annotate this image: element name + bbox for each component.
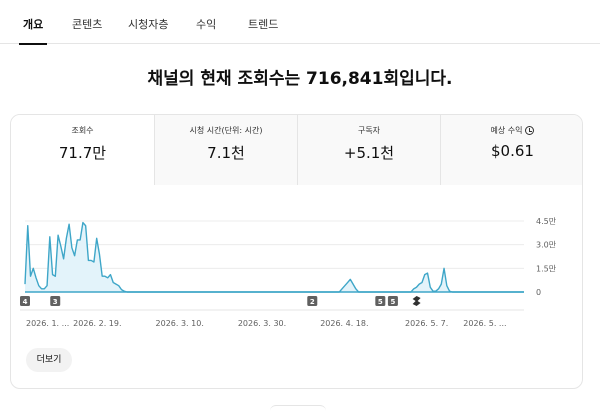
video-marker-2: [307, 296, 318, 306]
video-marker-3: [375, 296, 386, 306]
metric-revenue-value: $0.61: [491, 142, 534, 160]
video-marker-4: [387, 296, 398, 306]
bottom-divider: [270, 405, 326, 413]
tab-revenue[interactable]: 수익: [196, 18, 217, 31]
x-tick-label-2: 2026. 3. 10.: [156, 319, 204, 328]
y-tick-label-2: 1.5만: [536, 264, 557, 273]
more-button[interactable]: 더보기: [26, 348, 72, 372]
y-tick-label-1: 3.0만: [536, 241, 557, 250]
metric-views-label: 조회수: [71, 126, 94, 135]
metric-watch-time-value: 7.1천: [207, 144, 245, 162]
tab-overview[interactable]: 개요: [18, 0, 48, 45]
x-tick-label-0: 2026. 1. ...: [26, 319, 69, 328]
video-marker-label-0: 4: [23, 298, 28, 306]
clock-icon: [525, 126, 535, 135]
video-marker-0: [20, 296, 30, 306]
x-tick-label-6: 2026. 5. ...: [463, 319, 506, 328]
tab-audience[interactable]: 시청자층: [128, 18, 169, 31]
shorts-icon-shape: [412, 296, 421, 306]
x-tick-label-3: 2026. 3. 30.: [238, 319, 286, 328]
metric-subscribers[interactable]: 구독자 +5.1천: [297, 115, 440, 185]
metric-views[interactable]: 조회수 71.7만: [11, 115, 154, 186]
tab-trends[interactable]: 트렌드: [248, 18, 279, 31]
x-tick-label-4: 2026. 4. 18.: [320, 319, 368, 328]
x-tick-label-1: 2026. 2. 19.: [73, 319, 121, 328]
metric-watch-time[interactable]: 시청 시간(단위: 시간) 7.1천: [154, 115, 297, 185]
metric-tabs: 조회수 71.7만 시청 시간(단위: 시간) 7.1천 구독자 +5.1천 예…: [11, 115, 582, 186]
tab-content[interactable]: 콘텐츠: [72, 18, 103, 31]
page-headline: 채널의 현재 조회수는 716,841회입니다.: [147, 69, 453, 89]
metric-revenue-label: 예상 수익: [490, 126, 523, 135]
tab-bar: 개요 콘텐츠 시청자층 수익 트렌드: [0, 0, 600, 45]
metric-revenue[interactable]: 예상 수익 $0.61: [440, 115, 582, 185]
analytics-card: 조회수 71.7만 시청 시간(단위: 시간) 7.1천 구독자 +5.1천 예…: [10, 114, 583, 389]
metric-revenue-label-wrap: 예상 수익: [441, 125, 582, 136]
video-marker-1: [50, 296, 61, 306]
y-tick-label-3: 0: [536, 288, 541, 297]
metric-subscribers-label: 구독자: [357, 126, 381, 135]
metric-watch-time-label: 시청 시간(단위: 시간): [189, 126, 263, 135]
x-tick-label-5: 2026. 5. 7.: [405, 319, 448, 328]
video-marker-label-4: 5: [390, 298, 395, 306]
video-marker-label-3: 5: [378, 298, 383, 306]
video-marker-label-1: 3: [53, 298, 58, 306]
y-tick-label-0: 4.5만: [536, 217, 557, 226]
series-area: [25, 222, 524, 292]
metric-views-value: 71.7만: [58, 144, 107, 162]
shorts-icon: [412, 296, 421, 306]
video-marker-label-2: 2: [310, 298, 315, 306]
metric-subscribers-value: +5.1천: [343, 144, 395, 162]
